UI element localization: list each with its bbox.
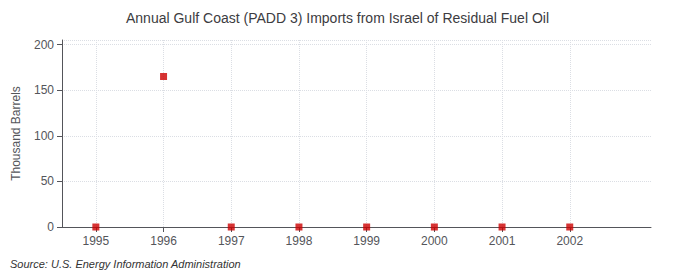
svg-text:2000: 2000	[421, 234, 448, 248]
svg-text:1996: 1996	[150, 234, 177, 248]
svg-text:1999: 1999	[353, 234, 380, 248]
svg-text:2002: 2002	[556, 234, 583, 248]
svg-text:100: 100	[34, 129, 54, 143]
svg-text:2001: 2001	[489, 234, 516, 248]
svg-text:150: 150	[34, 83, 54, 97]
svg-text:0: 0	[47, 220, 54, 234]
svg-text:Annual Gulf Coast (PADD 3) Imp: Annual Gulf Coast (PADD 3) Imports from …	[126, 10, 549, 26]
svg-text:1997: 1997	[218, 234, 245, 248]
svg-text:Source: U.S. Energy Informatio: Source: U.S. Energy Information Administ…	[10, 258, 241, 270]
svg-text:1998: 1998	[286, 234, 313, 248]
svg-text:1995: 1995	[82, 234, 109, 248]
svg-text:50: 50	[41, 174, 55, 188]
svg-text:Thousand Barrels: Thousand Barrels	[9, 86, 23, 181]
svg-text:200: 200	[34, 38, 54, 52]
